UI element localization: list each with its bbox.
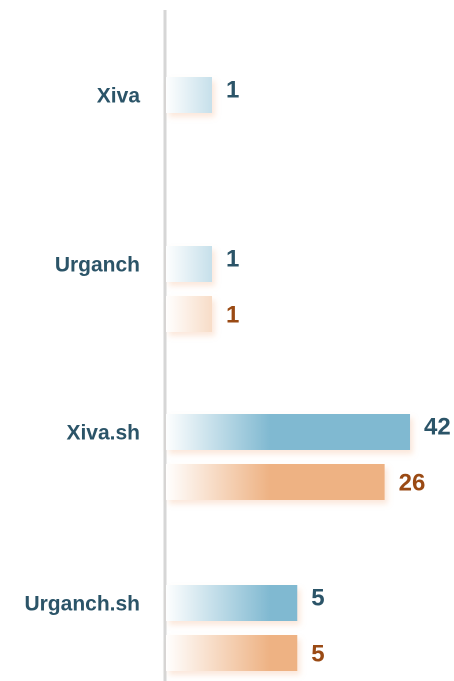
bar — [166, 585, 298, 621]
bar — [166, 414, 411, 450]
category-label: Urganch.sh — [24, 593, 140, 616]
value-label: 26 — [399, 469, 426, 496]
bar — [166, 296, 212, 332]
value-label: 1 — [226, 76, 239, 103]
bar — [166, 77, 212, 113]
value-label: 5 — [311, 640, 324, 667]
value-label: 42 — [424, 413, 451, 440]
bar — [166, 464, 385, 500]
category-label: Xiva — [97, 85, 141, 108]
value-label: 1 — [226, 301, 239, 328]
category-label: Xiva.sh — [66, 422, 140, 445]
bar — [166, 246, 212, 282]
value-label: 5 — [311, 584, 324, 611]
value-label: 1 — [226, 245, 239, 272]
bar — [166, 635, 298, 671]
category-label: Urganch — [55, 254, 140, 277]
